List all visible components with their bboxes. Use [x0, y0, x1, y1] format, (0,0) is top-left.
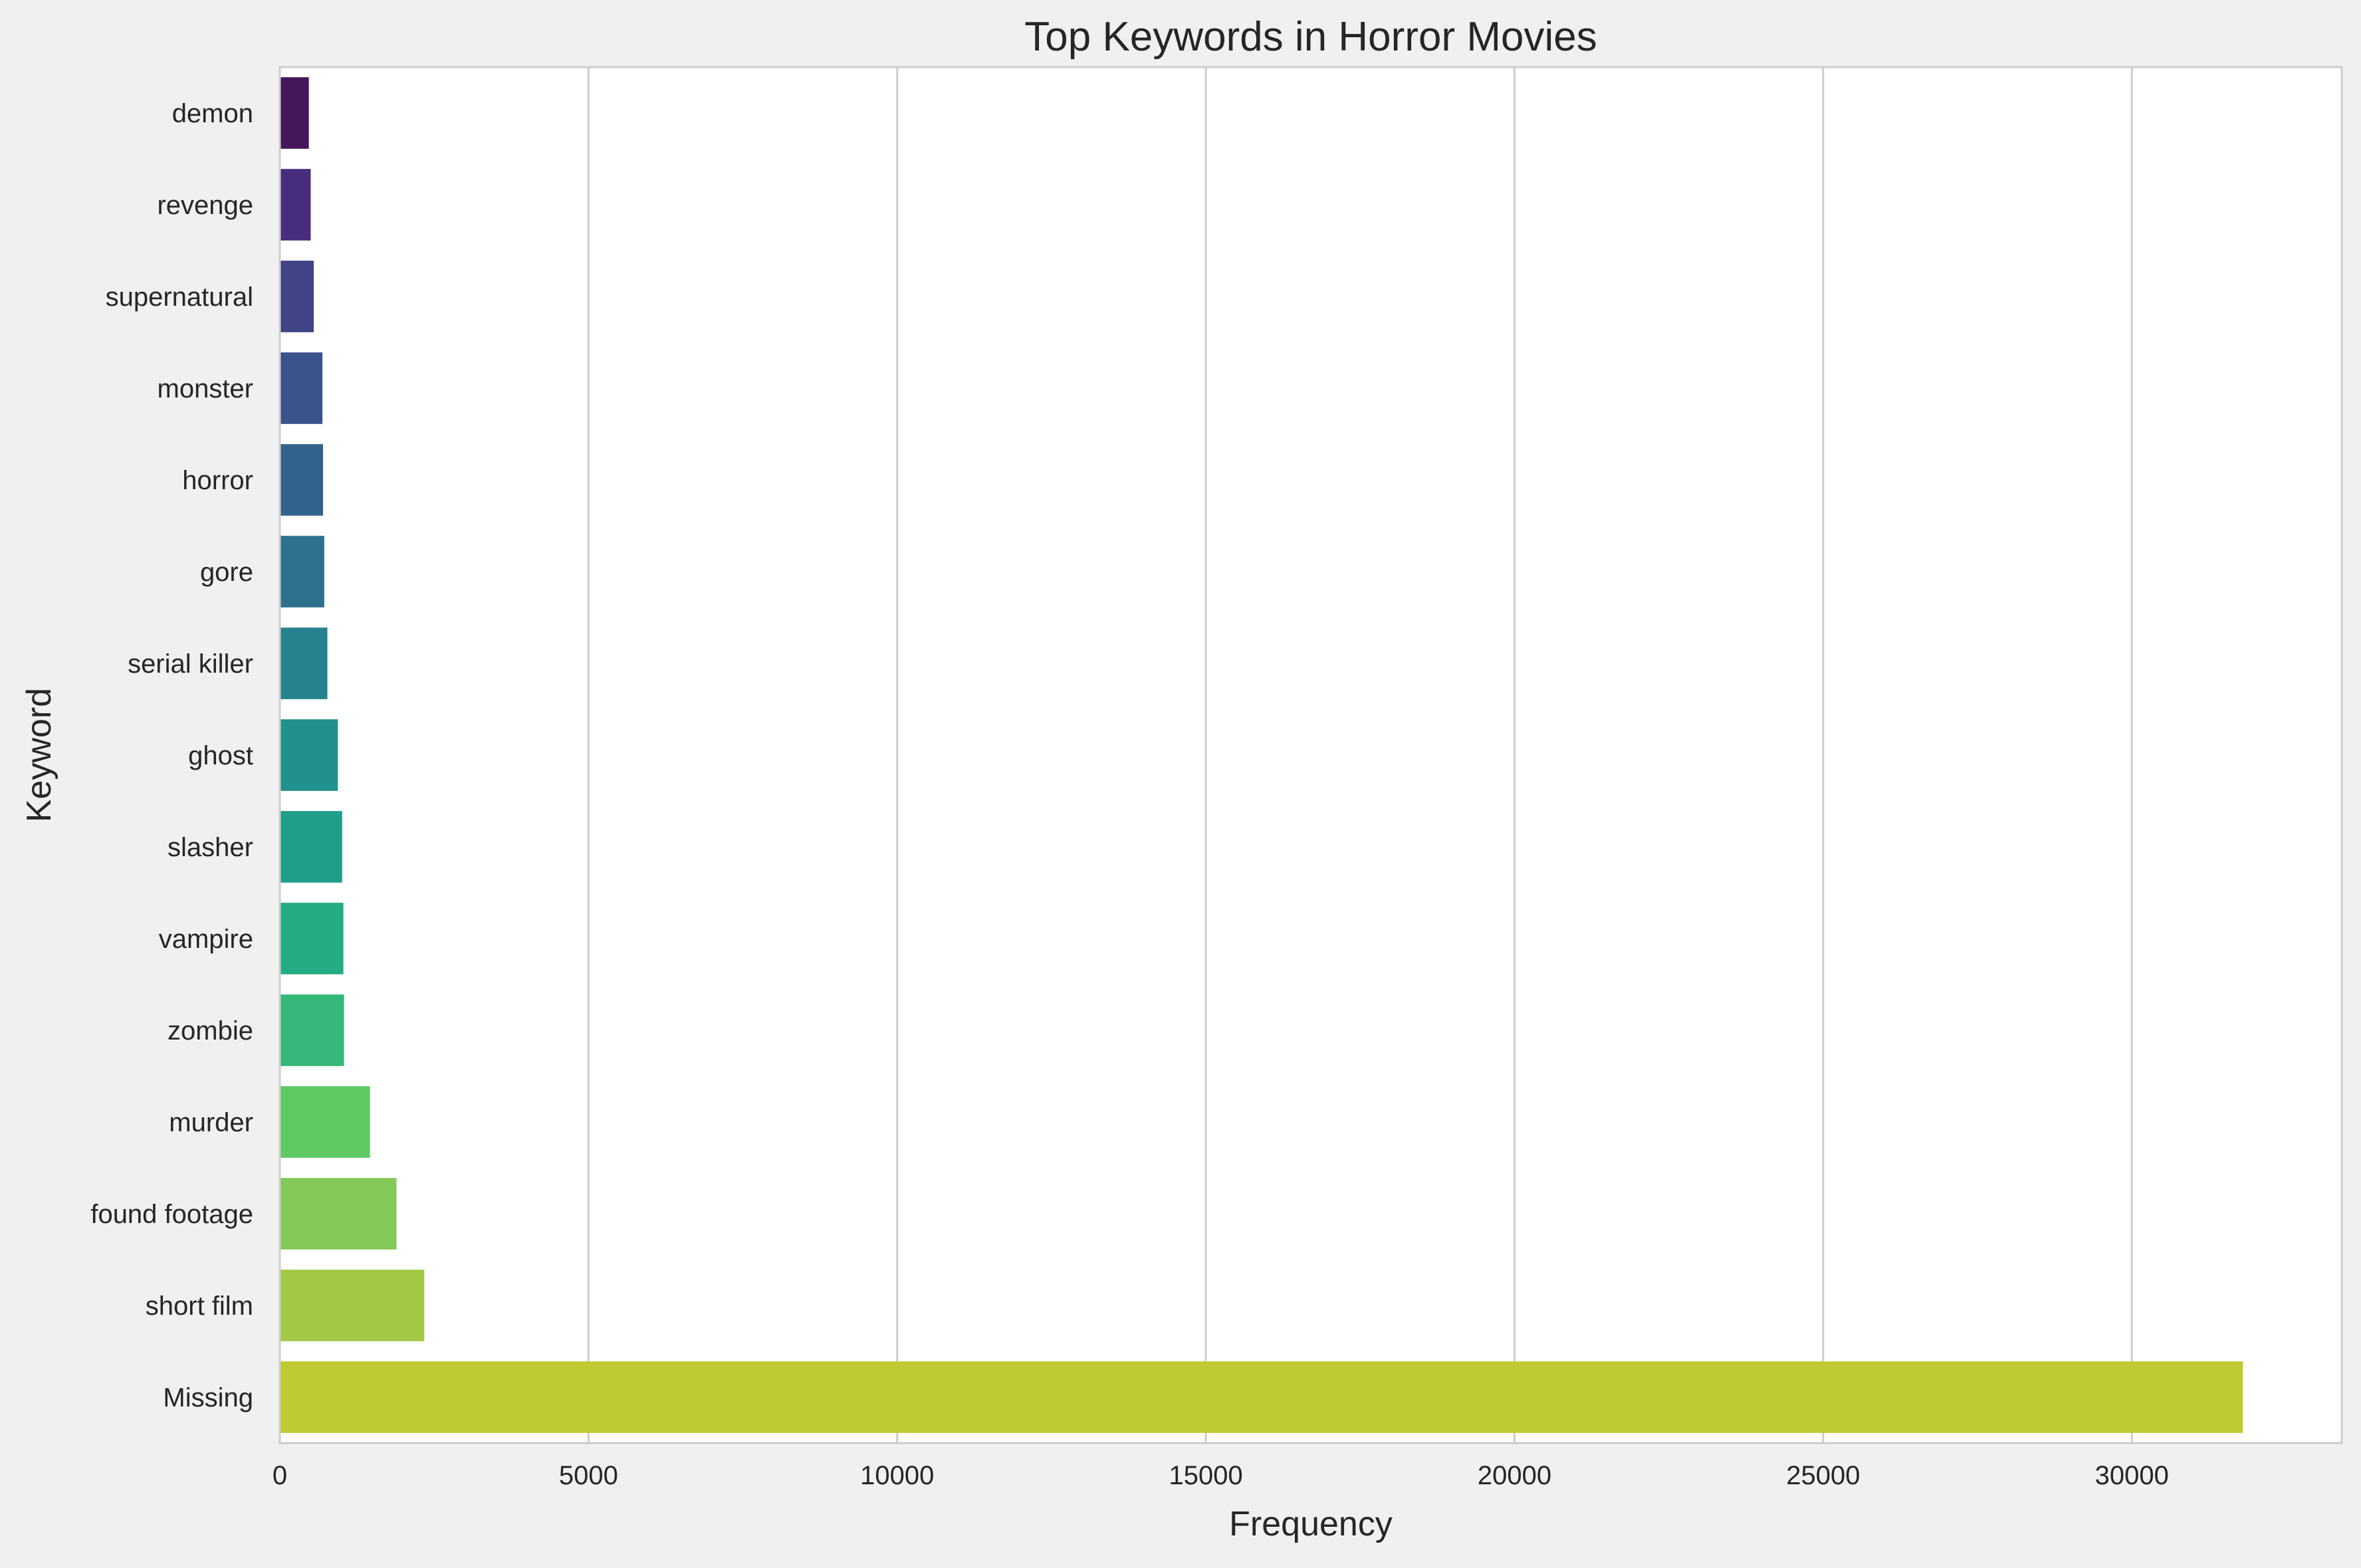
grid-lines — [587, 67, 2133, 1443]
bar-slasher — [280, 811, 342, 883]
y-tick-label: vampire — [159, 925, 253, 954]
bar-gore — [280, 536, 324, 608]
bar-demon — [280, 77, 309, 149]
x-tick-label: 30000 — [2095, 1461, 2169, 1490]
y-tick-labels: demon revenge supernatural monster horror gor… — [90, 99, 253, 1412]
y-tick-label: revenge — [157, 191, 253, 220]
y-tick-label: demon — [172, 99, 253, 128]
bar-ghost — [280, 719, 338, 791]
bar-missing — [280, 1361, 2243, 1433]
bar-monster — [280, 352, 323, 424]
y-tick-label: gore — [200, 558, 253, 587]
y-tick-label: found footage — [90, 1200, 253, 1229]
chart-title: Top Keywords in Horror Movies — [1024, 14, 1597, 60]
bar-horror — [280, 444, 324, 516]
x-tick-label: 10000 — [860, 1461, 934, 1490]
x-tick-label: 25000 — [1786, 1461, 1860, 1490]
bar-murder — [280, 1086, 370, 1158]
bar-serial-killer — [280, 627, 328, 699]
bar-short-film — [280, 1270, 425, 1341]
y-axis-title: Keyword — [20, 688, 58, 822]
bars — [280, 77, 2243, 1433]
y-tick-label: ghost — [188, 741, 253, 770]
bar-zombie — [280, 994, 344, 1066]
y-tick-label: murder — [169, 1108, 253, 1137]
x-tick-label: 0 — [273, 1461, 287, 1490]
x-tick-label: 5000 — [559, 1461, 618, 1490]
bar-supernatural — [280, 261, 314, 332]
y-tick-label: horror — [182, 466, 253, 495]
y-tick-label: supernatural — [106, 282, 253, 312]
plot-frame — [279, 66, 2343, 1444]
y-tick-label: zombie — [168, 1016, 253, 1046]
y-tick-label: serial killer — [128, 649, 253, 679]
x-tick-labels: 0 5000 10000 15000 20000 25000 30000 — [273, 1461, 2169, 1490]
bar-revenge — [280, 169, 311, 241]
plot-area — [280, 67, 2342, 1443]
x-tick-label: 20000 — [1478, 1461, 1551, 1490]
y-tick-label: short film — [146, 1291, 253, 1321]
y-tick-label: monster — [158, 374, 254, 403]
y-tick-label: Missing — [163, 1383, 253, 1412]
bar-found-footage — [280, 1178, 397, 1250]
y-tick-label: slasher — [168, 833, 253, 862]
x-tick-label: 15000 — [1169, 1461, 1242, 1490]
x-axis-title: Frequency — [1229, 1505, 1393, 1543]
bar-vampire — [280, 903, 344, 974]
